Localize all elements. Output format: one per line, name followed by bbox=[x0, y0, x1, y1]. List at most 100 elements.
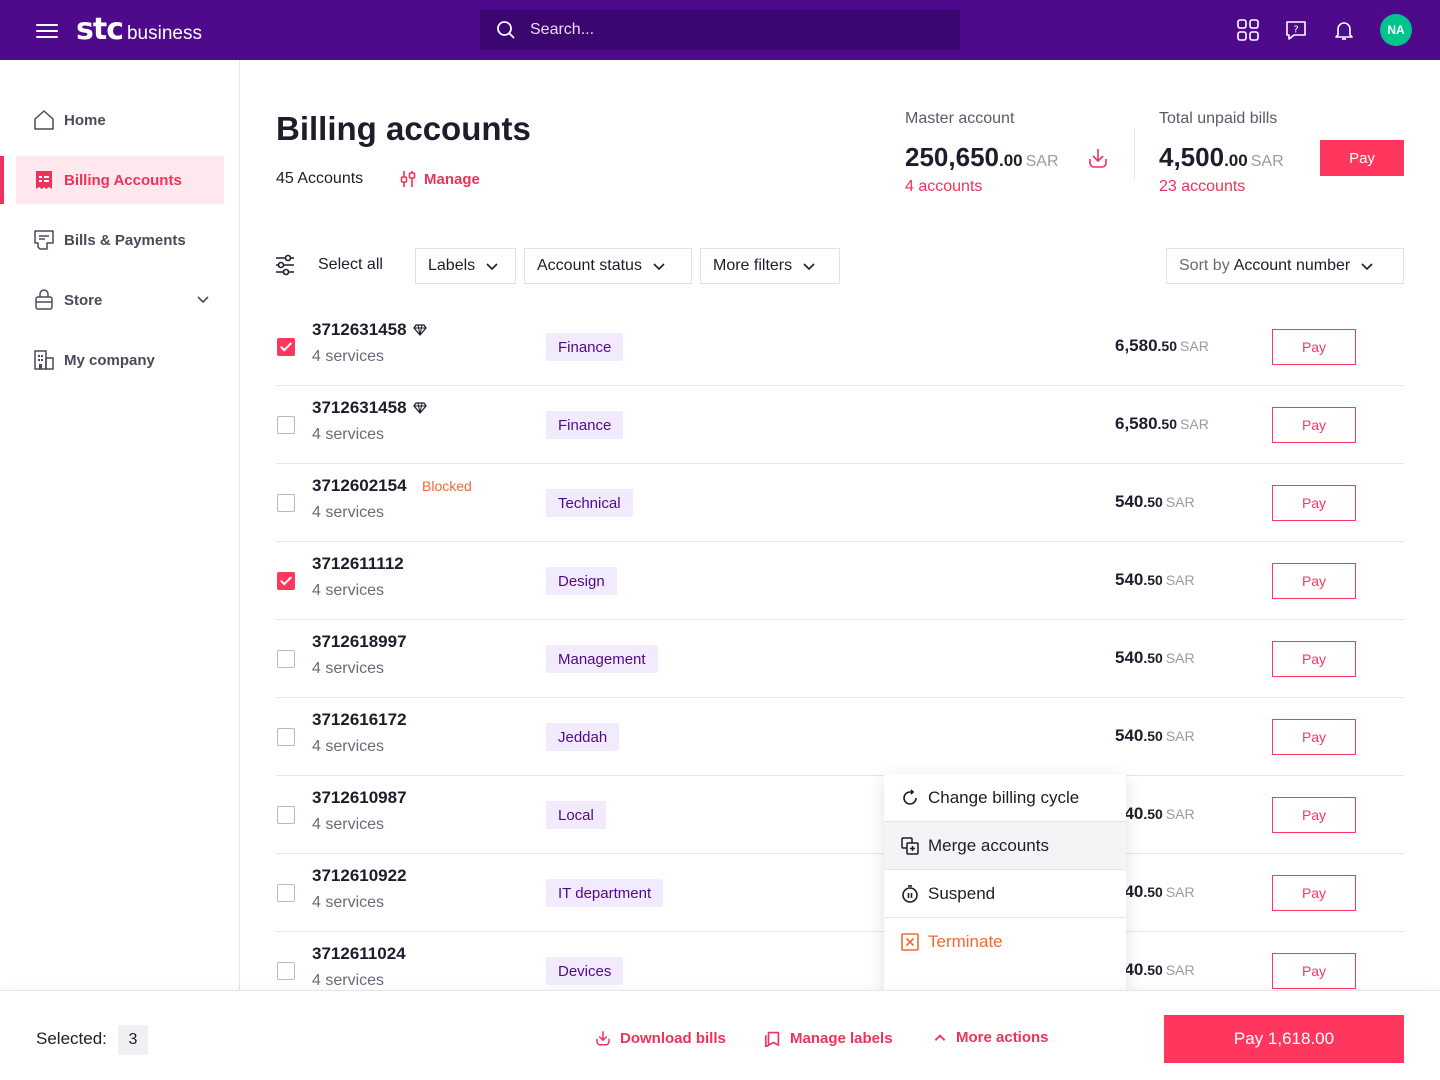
table-row[interactable]: 3712611024 4 services Devices 540.50 SAR Pay bbox=[276, 932, 1404, 1010]
row-checkbox[interactable] bbox=[277, 416, 295, 434]
manage-labels-button[interactable]: Manage labels bbox=[764, 1029, 893, 1047]
row-pay-button[interactable]: Pay bbox=[1272, 953, 1356, 989]
unpaid-accounts-link[interactable]: 23 accounts bbox=[1159, 178, 1246, 195]
chevron-down-icon bbox=[803, 263, 815, 271]
row-checkbox[interactable] bbox=[277, 806, 295, 824]
account-label-tag: Technical bbox=[546, 489, 633, 517]
top-bar: stc business ? NA bbox=[0, 0, 1440, 60]
sidebar-item-label: Billing Accounts bbox=[64, 171, 182, 189]
account-status-dropdown[interactable]: Account status bbox=[524, 248, 692, 284]
table-row[interactable]: 3712616172 4 services Jeddah 540.50 SAR Pay bbox=[276, 698, 1404, 776]
row-pay-button[interactable]: Pay bbox=[1272, 329, 1356, 365]
billing-icon bbox=[36, 171, 52, 189]
merge-icon bbox=[901, 836, 919, 855]
filter-icon[interactable] bbox=[274, 254, 296, 276]
bell-icon[interactable] bbox=[1332, 18, 1356, 42]
more-filters-dropdown[interactable]: More filters bbox=[700, 248, 840, 284]
table-row[interactable]: 3712610922 4 services IT department 540.50 S… bbox=[276, 854, 1404, 932]
table-row[interactable]: 3712610987 4 services Local 540.50 SAR Pay bbox=[276, 776, 1404, 854]
table-row[interactable]: 3712618997 4 services Management 540.50 SAR P… bbox=[276, 620, 1404, 698]
services-count: 4 services bbox=[312, 582, 385, 599]
sidebar-item-store[interactable]: Store bbox=[16, 276, 224, 324]
premium-diamond-icon bbox=[412, 402, 427, 414]
search-input[interactable] bbox=[530, 21, 930, 39]
chevron-down-icon[interactable] bbox=[196, 292, 210, 306]
store-icon bbox=[35, 289, 53, 310]
menu-item-merge-accounts[interactable]: Merge accounts bbox=[884, 822, 1126, 870]
services-count: 4 services bbox=[312, 816, 385, 833]
row-pay-button[interactable]: Pay bbox=[1272, 563, 1356, 599]
chevron-up-icon bbox=[934, 1033, 946, 1041]
sidebar-item-home[interactable]: Home bbox=[16, 96, 224, 144]
manage-button[interactable]: Manage bbox=[400, 170, 480, 188]
svg-text:?: ? bbox=[1293, 25, 1298, 36]
table-row[interactable]: 3712631458 4 services Finance 6,580.50 SAR Pa… bbox=[276, 386, 1404, 464]
account-number: 3712631458 bbox=[312, 398, 427, 418]
row-pay-button[interactable]: Pay bbox=[1272, 641, 1356, 677]
table-row[interactable]: 3712631458 4 services Finance 6,580.50 SAR Pa… bbox=[276, 308, 1404, 386]
chevron-down-icon bbox=[486, 263, 498, 271]
account-label-tag: Design bbox=[546, 567, 617, 595]
row-checkbox[interactable] bbox=[277, 884, 295, 902]
row-pay-button[interactable]: Pay bbox=[1272, 407, 1356, 443]
pay-all-button[interactable]: Pay bbox=[1320, 140, 1404, 176]
row-checkbox[interactable] bbox=[277, 494, 295, 512]
row-checkbox[interactable] bbox=[277, 650, 295, 668]
services-count: 4 services bbox=[312, 426, 385, 443]
download-bills-button[interactable]: Download bills bbox=[594, 1029, 726, 1047]
master-account-label: Master account bbox=[905, 110, 1015, 127]
row-pay-button[interactable]: Pay bbox=[1272, 797, 1356, 833]
premium-diamond-icon bbox=[412, 324, 427, 336]
row-checkbox[interactable] bbox=[277, 962, 295, 980]
apps-grid-icon[interactable] bbox=[1236, 18, 1260, 42]
chevron-down-icon bbox=[1361, 263, 1373, 271]
amount-due: 540.50 SAR bbox=[1115, 492, 1195, 511]
row-checkbox[interactable] bbox=[277, 338, 295, 356]
sidebar: Home Billing Accounts Bills & Payments S… bbox=[0, 60, 240, 990]
more-actions-button[interactable]: More actions bbox=[932, 1029, 1049, 1046]
suspend-icon bbox=[902, 884, 918, 903]
table-row[interactable]: 3712602154 Blocked 4 services Technical 540.… bbox=[276, 464, 1404, 542]
manage-label: Manage bbox=[424, 170, 480, 188]
avatar[interactable]: NA bbox=[1380, 14, 1412, 46]
sidebar-item-billing-accounts[interactable]: Billing Accounts bbox=[0, 156, 224, 204]
menu-item-terminate[interactable]: Terminate bbox=[884, 918, 1126, 966]
row-pay-button[interactable]: Pay bbox=[1272, 875, 1356, 911]
status-badge: Blocked bbox=[422, 478, 472, 494]
help-icon[interactable]: ? bbox=[1284, 18, 1308, 42]
menu-item-change-billing-cycle[interactable]: Change billing cycle bbox=[884, 774, 1126, 822]
search-bar bbox=[480, 10, 960, 50]
select-all-button[interactable]: Select all bbox=[318, 256, 383, 273]
sidebar-item-bills-payments[interactable]: Bills & Payments bbox=[16, 216, 224, 264]
row-checkbox[interactable] bbox=[277, 728, 295, 746]
row-pay-button[interactable]: Pay bbox=[1272, 719, 1356, 755]
master-account-value: 250,650.00 SAR bbox=[905, 142, 1059, 172]
page-title: Billing accounts bbox=[276, 110, 531, 147]
labels-dropdown[interactable]: Labels bbox=[415, 248, 516, 284]
amount-due: 540.50 SAR bbox=[1115, 648, 1195, 667]
download-icon[interactable] bbox=[1086, 146, 1110, 170]
logo-text: business bbox=[126, 23, 202, 44]
stats-divider bbox=[1134, 128, 1135, 180]
table-row[interactable]: 3712611112 4 services Design 540.50 SAR Pay bbox=[276, 542, 1404, 620]
terminate-icon bbox=[901, 933, 919, 951]
account-number: 3712631458 bbox=[312, 320, 427, 340]
account-number: 3712611112 bbox=[312, 554, 404, 573]
account-label-tag: Finance bbox=[546, 333, 624, 361]
selected-count: 3 bbox=[118, 1025, 148, 1055]
chevron-down-icon bbox=[653, 263, 665, 271]
account-label-tag: Devices bbox=[546, 957, 624, 985]
menu-icon[interactable] bbox=[36, 20, 58, 40]
company-icon bbox=[34, 350, 54, 370]
sidebar-item-my-company[interactable]: My company bbox=[16, 336, 224, 384]
menu-item-suspend[interactable]: Suspend bbox=[884, 870, 1126, 918]
sort-dropdown[interactable]: Sort by Account number bbox=[1166, 248, 1404, 284]
master-accounts-link[interactable]: 4 accounts bbox=[905, 178, 983, 195]
account-number: 3712602154 bbox=[312, 476, 407, 495]
row-checkbox[interactable] bbox=[277, 572, 295, 590]
logo[interactable]: stc business bbox=[76, 12, 202, 47]
pay-selected-button[interactable]: Pay 1,618.00 bbox=[1164, 1015, 1404, 1063]
unpaid-bills-label: Total unpaid bills bbox=[1159, 110, 1278, 127]
sidebar-item-label: Bills & Payments bbox=[64, 231, 186, 249]
row-pay-button[interactable]: Pay bbox=[1272, 485, 1356, 521]
